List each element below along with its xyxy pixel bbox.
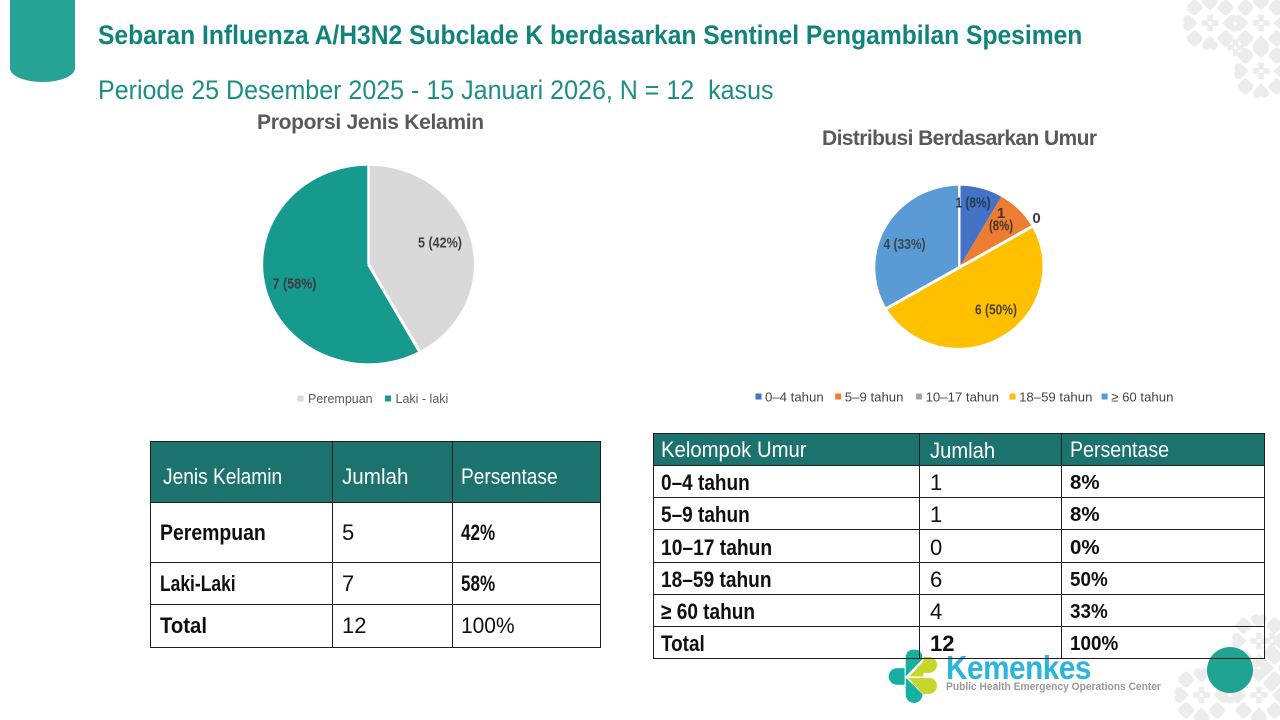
svg-text:0–4 tahun: 0–4 tahun — [765, 390, 824, 405]
svg-text:5–9 tahun: 5–9 tahun — [845, 390, 904, 405]
svg-text:18–59 tahun: 18–59 tahun — [1019, 390, 1092, 405]
svg-text:1: 1 — [997, 205, 1005, 222]
svg-text:5 (42%): 5 (42%) — [418, 234, 462, 251]
svg-text:10–17 tahun: 10–17 tahun — [926, 390, 999, 405]
svg-text:Laki - laki: Laki - laki — [396, 392, 449, 406]
svg-text:1 (8%): 1 (8%) — [956, 195, 991, 212]
svg-text:Perempuan: Perempuan — [308, 392, 373, 406]
svg-text:(8%): (8%) — [989, 218, 1013, 235]
svg-text:6 (50%): 6 (50%) — [975, 301, 1017, 318]
svg-text:7 (58%): 7 (58%) — [273, 275, 317, 292]
svg-text:0: 0 — [1032, 210, 1040, 227]
svg-text:≥ 60 tahun: ≥ 60 tahun — [1111, 390, 1173, 405]
svg-text:4 (33%): 4 (33%) — [884, 236, 926, 253]
